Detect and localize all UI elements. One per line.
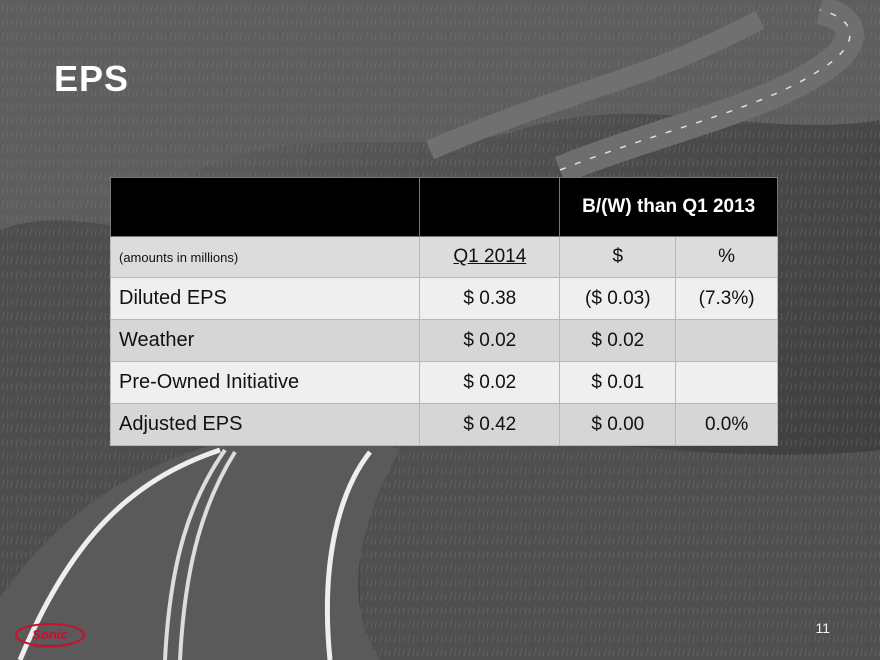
- row-percent-value: 0.0%: [675, 403, 778, 446]
- row-q1-value: $ 0.42: [419, 403, 561, 446]
- column-header-q1-text: Q1 2014: [453, 246, 527, 267]
- row-dollar-value: $ 0.02: [559, 319, 677, 362]
- row-label: Diluted EPS: [109, 277, 421, 320]
- amounts-label: (amounts in millions): [109, 236, 421, 278]
- row-percent-value: (7.3%): [675, 277, 778, 320]
- table-row: Diluted EPS $ 0.38 ($ 0.03) (7.3%): [109, 277, 778, 320]
- table-group-header-row: B/(W) than Q1 2013: [109, 177, 778, 237]
- logo-text: Sonic: [32, 627, 68, 642]
- header-empty-cell: [419, 177, 561, 237]
- row-dollar-value: ($ 0.03): [559, 277, 677, 320]
- table-row: Adjusted EPS $ 0.42 $ 0.00 0.0%: [109, 403, 778, 446]
- row-q1-value: $ 0.02: [419, 361, 561, 404]
- column-header-percent: %: [675, 236, 778, 278]
- eps-table: B/(W) than Q1 2013 (amounts in millions)…: [109, 177, 778, 446]
- sonic-logo: Sonic Automotive Inc: [15, 623, 85, 650]
- logo-subtext: Automotive Inc: [33, 644, 67, 650]
- table-row: Weather $ 0.02 $ 0.02: [109, 319, 778, 362]
- column-header-q1: Q1 2014: [419, 236, 561, 278]
- row-q1-value: $ 0.38: [419, 277, 561, 320]
- row-percent-value: [675, 319, 778, 362]
- row-percent-value: [675, 361, 778, 404]
- table-subheader-row: (amounts in millions) Q1 2014 $ %: [109, 236, 778, 278]
- header-empty-cell: [109, 177, 421, 237]
- page-number: 11: [815, 620, 830, 636]
- group-header-cell: B/(W) than Q1 2013: [559, 177, 778, 237]
- table-row: Pre-Owned Initiative $ 0.02 $ 0.01: [109, 361, 778, 404]
- row-label: Pre-Owned Initiative: [109, 361, 421, 404]
- column-header-dollar: $: [559, 236, 677, 278]
- slide-title: EPS: [54, 58, 130, 99]
- row-dollar-value: $ 0.01: [559, 361, 677, 404]
- row-dollar-value: $ 0.00: [559, 403, 677, 446]
- row-label: Weather: [109, 319, 421, 362]
- row-q1-value: $ 0.02: [419, 319, 561, 362]
- row-label: Adjusted EPS: [109, 403, 421, 446]
